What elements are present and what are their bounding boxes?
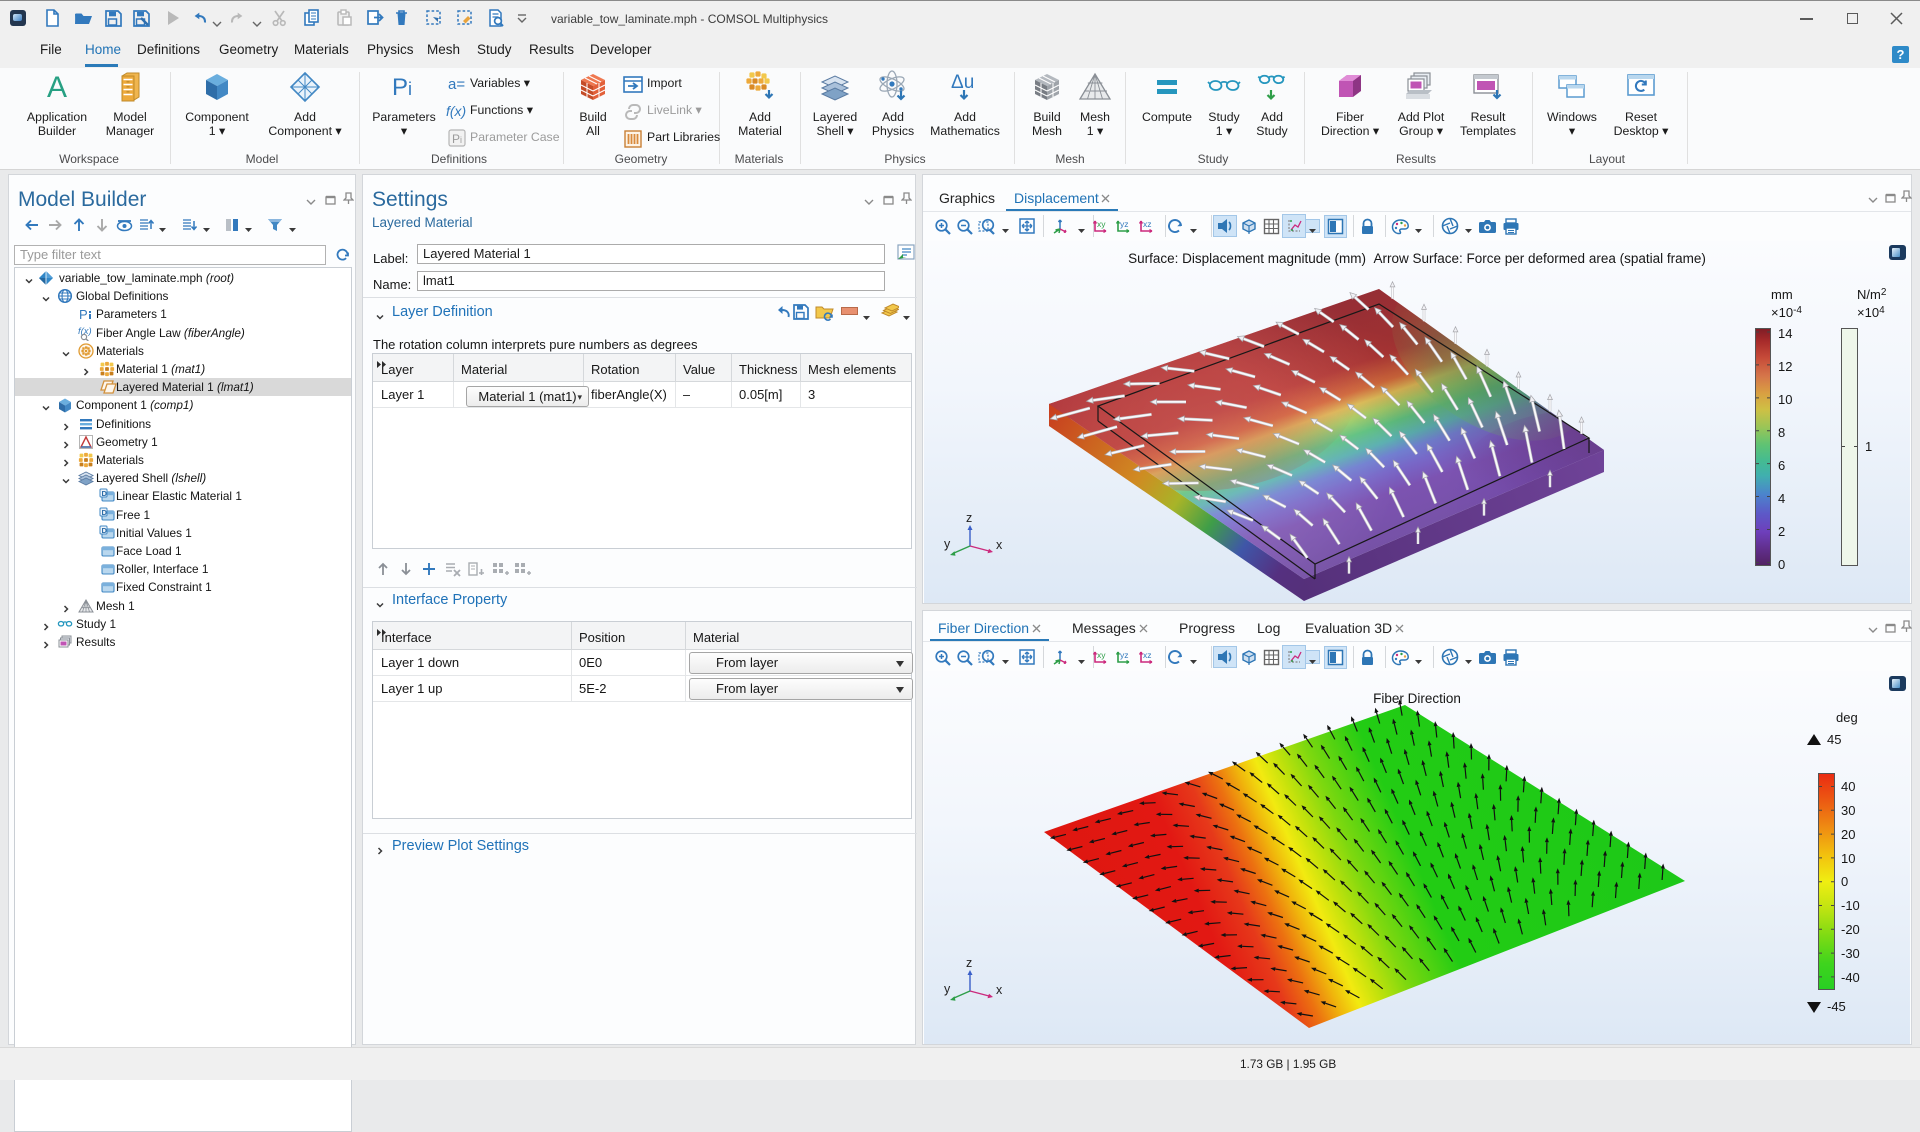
svg-text:z: z bbox=[966, 511, 972, 525]
svg-text:a=: a= bbox=[448, 76, 465, 93]
svg-text:f(x): f(x) bbox=[446, 103, 466, 119]
svg-text:i: i bbox=[460, 135, 462, 145]
svg-text:xy: xy bbox=[1097, 219, 1106, 229]
svg-text:xz: xz bbox=[1143, 219, 1152, 229]
svg-text:P: P bbox=[392, 74, 408, 101]
svg-text:Δu: Δu bbox=[951, 72, 974, 93]
svg-text:y: y bbox=[944, 982, 951, 996]
svg-text:i: i bbox=[408, 79, 412, 99]
svg-text:D: D bbox=[102, 526, 108, 535]
svg-text:f(x): f(x) bbox=[78, 326, 92, 337]
svg-text:y: y bbox=[944, 537, 951, 551]
svg-text:yz: yz bbox=[1120, 219, 1129, 229]
svg-text:D: D bbox=[102, 489, 108, 498]
svg-text:A: A bbox=[47, 71, 67, 104]
svg-text:P: P bbox=[452, 132, 460, 146]
svg-text:x: x bbox=[996, 538, 1003, 552]
svg-text:x: x bbox=[996, 983, 1003, 997]
svg-text:z: z bbox=[966, 956, 972, 970]
svg-text:yz: yz bbox=[1120, 650, 1129, 660]
svg-text:xz: xz bbox=[1143, 650, 1152, 660]
svg-text:D: D bbox=[102, 508, 108, 517]
svg-text:xy: xy bbox=[1097, 650, 1106, 660]
svg-text:P: P bbox=[79, 307, 88, 322]
